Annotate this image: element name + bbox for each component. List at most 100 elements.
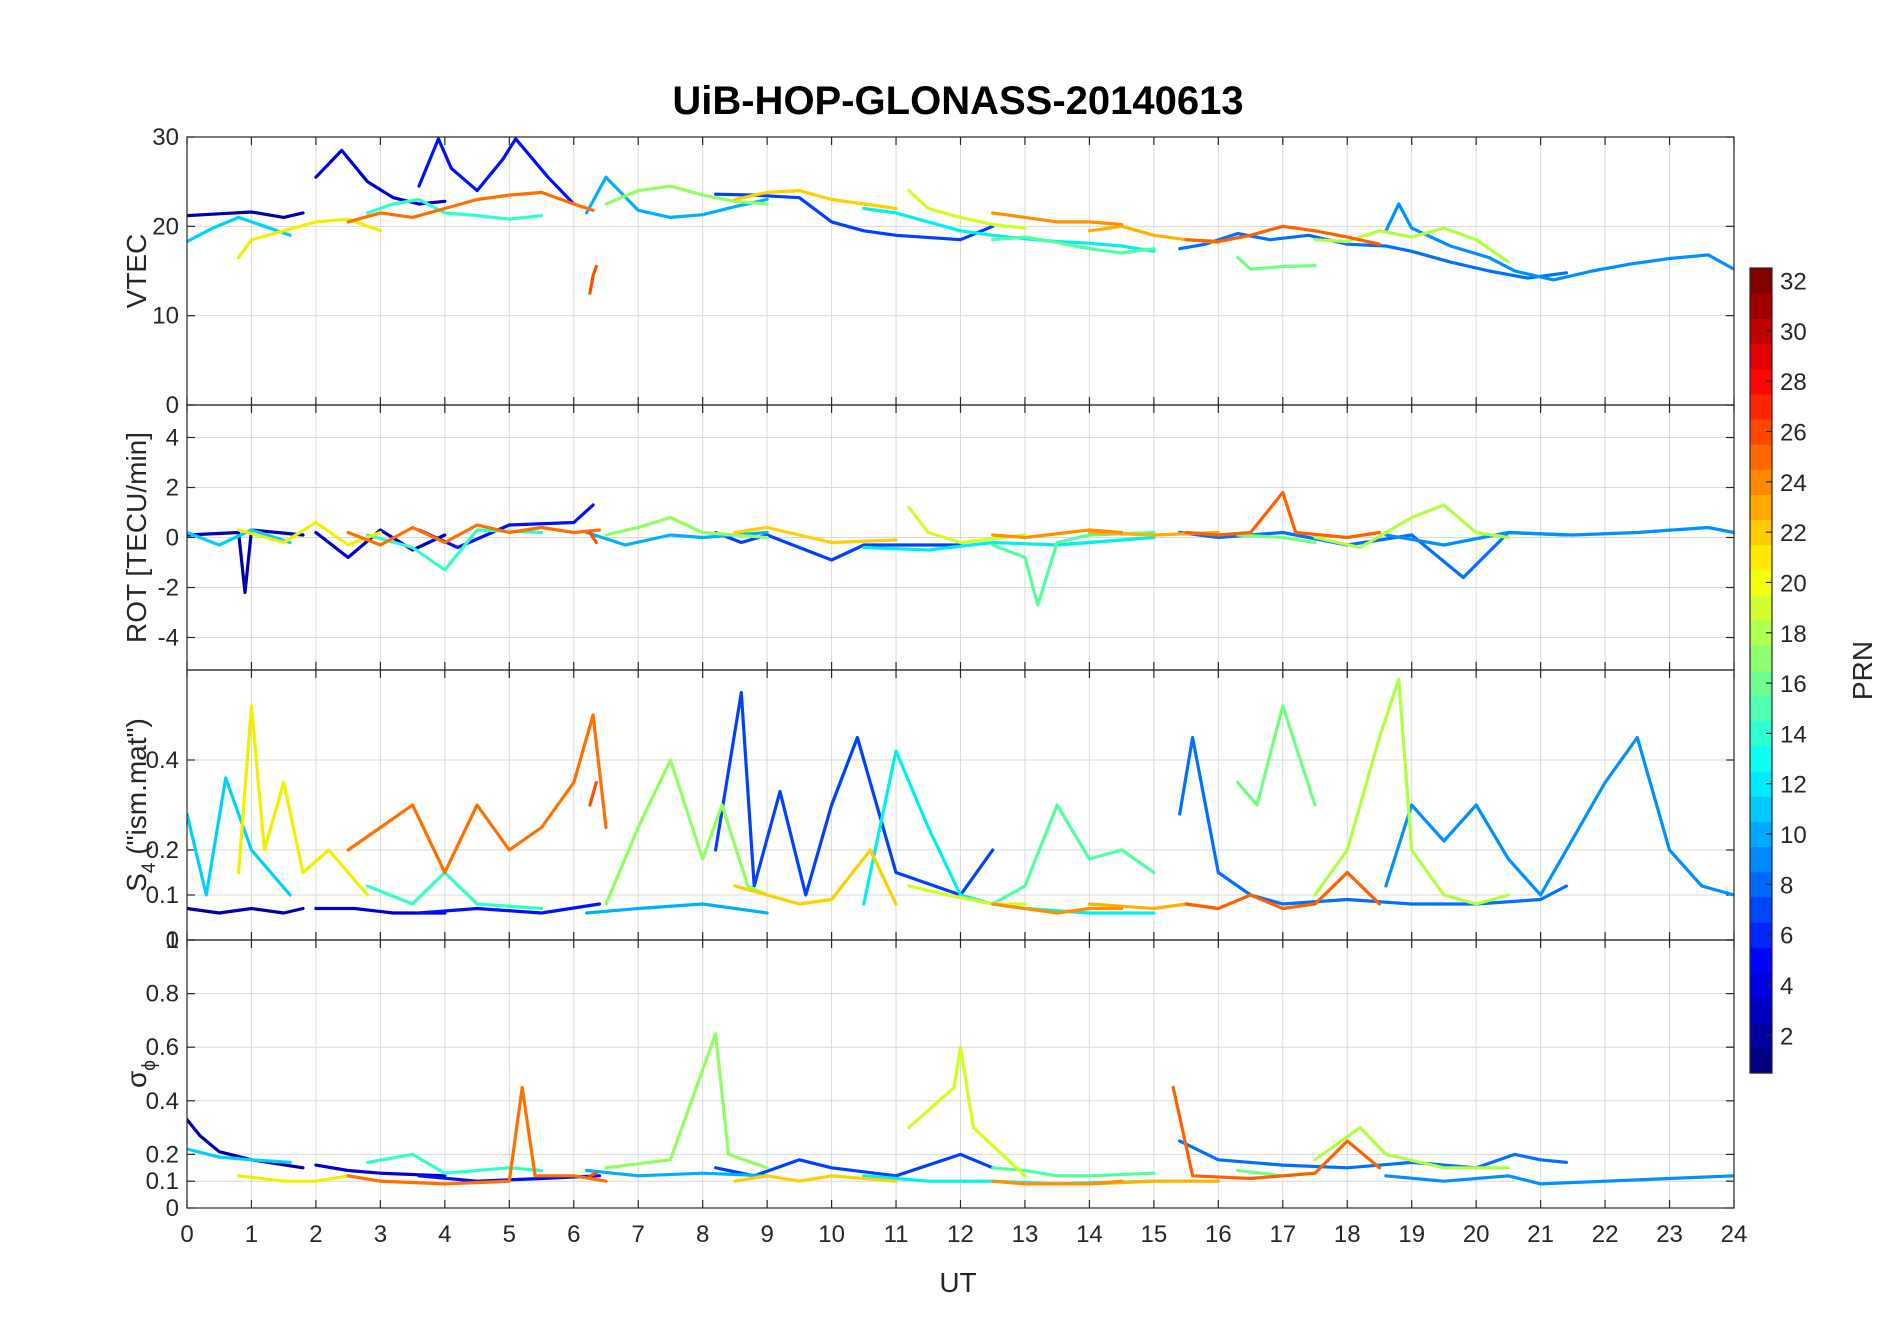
colorbar-segment: [1750, 695, 1772, 722]
series-prn-15: [991, 530, 1156, 607]
y-axis-label-main: σ: [121, 1071, 152, 1088]
colorbar-frame: [1749, 267, 1773, 1074]
colorbar-tick-label: 26: [1780, 420, 1807, 447]
series-prn-8: [1384, 735, 1734, 897]
series-prn-19: [907, 884, 1027, 906]
series-prn-24: [346, 1085, 608, 1186]
traces-s4: [187, 677, 1734, 915]
series-prn-8: [1384, 525, 1734, 547]
series-prn-15: [991, 235, 1156, 255]
colorbar-segment: [1750, 1047, 1772, 1074]
x-tick-label: 0: [180, 1221, 193, 1248]
series-prn-25: [1184, 490, 1382, 540]
colorbar-tick-label: 16: [1780, 671, 1807, 698]
x-axis-label: UT: [939, 1267, 976, 1298]
y-tick-label: 0.2: [146, 1141, 179, 1168]
y-tick-label: 0: [166, 525, 179, 552]
colorbar-tick-label: 24: [1780, 470, 1807, 497]
axes-frame: [186, 939, 1735, 1209]
panel-s4: 00.10.20.4S4 ("ism.mat"): [121, 669, 1735, 954]
y-axis-label-main: S: [121, 873, 152, 892]
colorbar-segment: [1750, 871, 1772, 898]
series-prn-16: [1236, 704, 1317, 807]
panel-vtec: 0 10 20 30 VTEC: [121, 124, 1735, 419]
x-tick-label: 14: [1076, 1221, 1103, 1248]
series-prn-10: [585, 175, 769, 219]
series-prn-11: [187, 528, 292, 547]
series-prn-21: [733, 525, 898, 545]
series-prn-19: [907, 505, 1027, 545]
series-prn-24: [346, 523, 602, 547]
series-prn-11: [187, 215, 292, 244]
y-tick-label: 10: [152, 303, 179, 330]
series-prn-17: [604, 1032, 769, 1170]
series-prn-1: [187, 528, 305, 595]
colorbar-segment: [1750, 343, 1772, 370]
colorbar-segment: [1750, 544, 1772, 571]
y-tick-label: 0.4: [146, 747, 179, 774]
series-prn-25: [1184, 870, 1382, 911]
y-axis-label-sub: ϕ: [139, 1060, 160, 1071]
colorbar-segment: [1750, 569, 1772, 596]
chart-title: UiB-HOP-GLONASS-20140613: [672, 79, 1243, 123]
y-tick-label: -4: [158, 625, 179, 652]
series-prn-20: [237, 704, 370, 897]
x-tick-label: 3: [374, 1221, 387, 1248]
series-prn-17: [604, 758, 769, 906]
series-prn-10: [585, 902, 769, 915]
y-axis-label-sigma: σϕ: [121, 1060, 160, 1088]
series-prn-15: [991, 803, 1156, 906]
series-prn-21: [733, 189, 898, 211]
series-prn-14: [365, 870, 544, 911]
colorbar-segment: [1750, 293, 1772, 319]
colorbar-segment: [1750, 620, 1772, 646]
colorbar-tick-label: 20: [1780, 570, 1807, 597]
x-tick-label: 10: [818, 1221, 845, 1248]
series-prn-16: [1236, 533, 1317, 545]
traces-sigma: [187, 1032, 1734, 1186]
x-tick-label: 23: [1656, 1221, 1683, 1248]
colorbar-tick-label: 30: [1780, 319, 1807, 346]
series-prn-11: [187, 776, 292, 897]
colorbar-segment: [1750, 418, 1772, 445]
series-prn-3: [417, 137, 576, 206]
y-axis-label-rest: ("ism.mat"): [121, 718, 152, 862]
series-prn-2: [314, 148, 447, 206]
series-prn-7: [1178, 1139, 1568, 1170]
colorbar-segment: [1750, 469, 1772, 496]
colorbar-segment: [1750, 896, 1772, 923]
series-prn-8: [1384, 202, 1734, 282]
colorbar-tick-label: 14: [1780, 721, 1807, 748]
series-prn-19: [907, 189, 1027, 230]
series-prn-20: [237, 520, 382, 547]
series-prn-17: [604, 515, 769, 540]
x-tick-label: 1: [245, 1221, 258, 1248]
colorbar-segment: [1750, 368, 1772, 395]
colorbar-segment: [1750, 494, 1772, 521]
series-prn-21: [733, 848, 898, 906]
x-tick-label: 6: [567, 1221, 580, 1248]
series-prn-25: [1171, 1085, 1382, 1181]
colorbar-segment: [1750, 720, 1772, 747]
panel-rot: -4 -2 0 2 4 ROT [TECU/min]: [121, 404, 1735, 671]
colorbar-tick-label: 12: [1780, 772, 1807, 799]
series-prn-24: [346, 190, 595, 224]
series-prn-10: [585, 1168, 769, 1178]
x-tick-label: 11: [884, 1221, 909, 1248]
y-axis-label-s4: S4 ("ism.mat"): [121, 718, 160, 892]
colorbar-segment: [1750, 972, 1772, 999]
series-prn-5: [714, 690, 995, 897]
x-tick-label: 8: [696, 1221, 709, 1248]
traces-rot: [187, 490, 1734, 607]
series-prn-18: [1313, 1126, 1510, 1170]
x-tick-label: 13: [1012, 1221, 1039, 1248]
series-prn-2: [314, 1163, 447, 1178]
y-tick-label: 30: [152, 124, 179, 151]
colorbar-segment: [1750, 444, 1772, 470]
series-prn-10: [585, 530, 769, 547]
colorbar-segment: [1750, 821, 1772, 848]
x-tick-label: 2: [309, 1221, 322, 1248]
series-prn-14: [365, 197, 544, 221]
series-prn-5: [714, 530, 963, 562]
series-prn-18: [1313, 503, 1510, 550]
